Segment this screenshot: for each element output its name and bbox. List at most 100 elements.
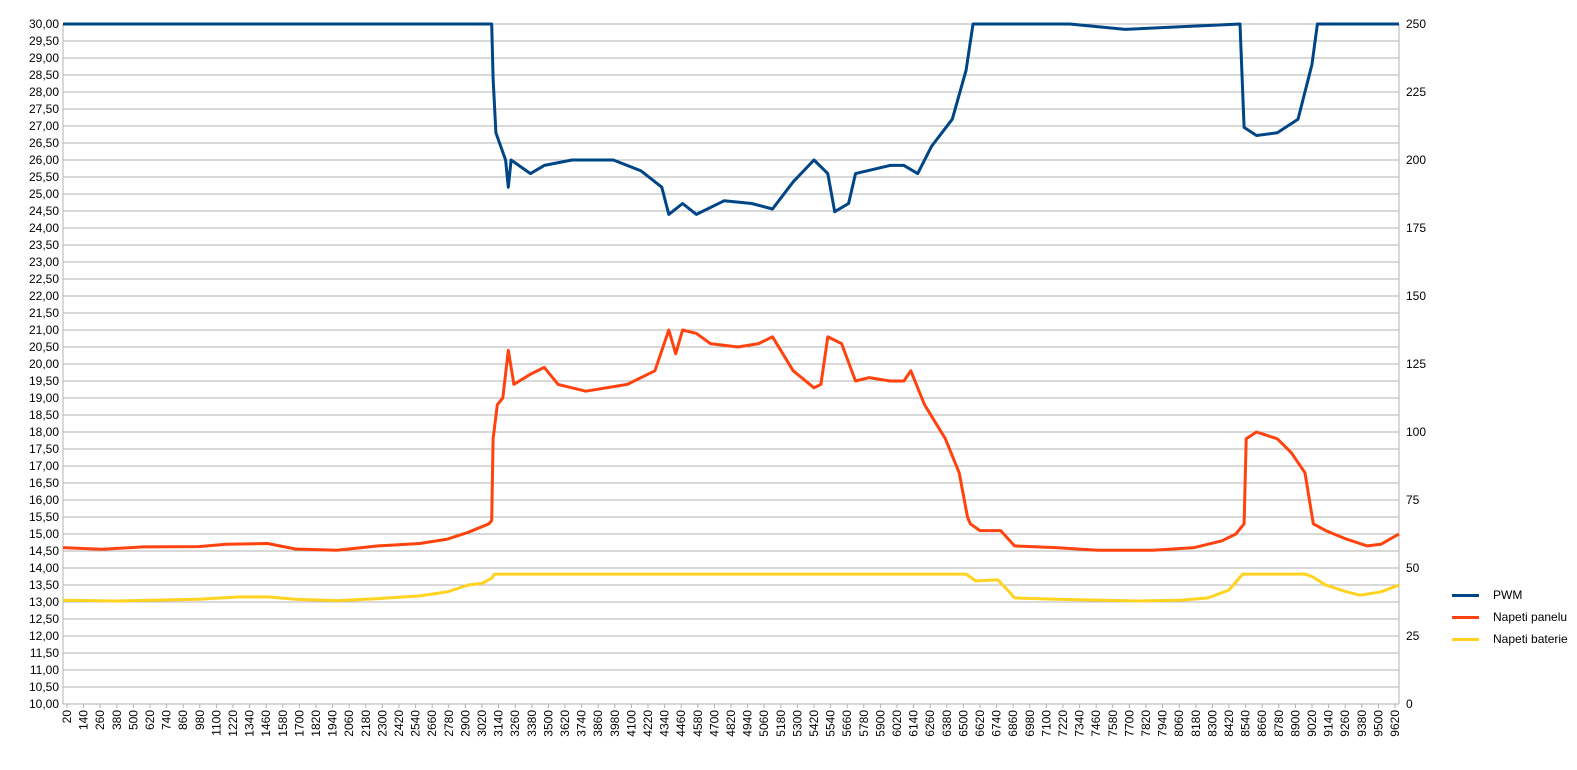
- y-left-tick-label: 21,50: [29, 306, 59, 320]
- x-tick-label: 4700: [707, 710, 721, 737]
- y-right-tick-label: 125: [1406, 357, 1426, 371]
- x-tick-label: 5060: [757, 710, 771, 737]
- y-left-tick-label: 13,50: [29, 578, 59, 592]
- y-left-tick-label: 22,50: [29, 272, 59, 286]
- y-left-tick-label: 28,50: [29, 68, 59, 82]
- x-tick-label: 6020: [890, 710, 904, 737]
- series-line-napeti-baterie: [62, 572, 1400, 603]
- x-tick-label: 4340: [658, 710, 672, 737]
- x-tick-label: 260: [93, 710, 107, 730]
- x-tick-label: 1220: [226, 710, 240, 737]
- y-right-tick-label: 175: [1406, 221, 1426, 235]
- y-left-tick-label: 12,50: [29, 612, 59, 626]
- x-tick-label: 1340: [243, 710, 257, 737]
- y-left-tick-label: 17,00: [29, 459, 59, 473]
- y-right-tick-label: 75: [1406, 493, 1420, 507]
- x-tick-label: 2420: [392, 710, 406, 737]
- y-right-tick-label: 200: [1406, 153, 1426, 167]
- y-right-tick-label: 225: [1406, 85, 1426, 99]
- y-left-tick-label: 30,00: [29, 17, 59, 31]
- x-tick-label: 140: [77, 710, 91, 730]
- y-left-tick-label: 20,50: [29, 340, 59, 354]
- y-left-tick-label: 24,00: [29, 221, 59, 235]
- y-right-tick-label: 250: [1406, 17, 1426, 31]
- y-left-tick-label: 27,00: [29, 119, 59, 133]
- x-tick-label: 7580: [1106, 710, 1120, 737]
- y-left-tick-label: 23,00: [29, 255, 59, 269]
- x-tick-label: 8300: [1205, 710, 1219, 737]
- y-left-tick-label: 27,50: [29, 102, 59, 116]
- x-tick-label: 2540: [409, 710, 423, 737]
- y-left-tick-label: 15,00: [29, 527, 59, 541]
- x-tick-label: 380: [110, 710, 124, 730]
- x-tick-label: 7100: [1039, 710, 1053, 737]
- y-left-tick-label: 10,50: [29, 680, 59, 694]
- x-tick-label: 4820: [724, 710, 738, 737]
- y-left-tick-label: 25,00: [29, 187, 59, 201]
- y-left-tick-label: 14,00: [29, 561, 59, 575]
- x-tick-label: 9500: [1371, 710, 1385, 737]
- y-left-tick-label: 18,00: [29, 425, 59, 439]
- legend-label: PWM: [1493, 588, 1523, 602]
- x-tick-label: 3500: [541, 710, 555, 737]
- x-tick-label: 2180: [359, 710, 373, 737]
- x-tick-label: 3260: [508, 710, 522, 737]
- x-tick-label: 8540: [1239, 710, 1253, 737]
- x-tick-label: 2060: [342, 710, 356, 737]
- y-left-tick-label: 20,00: [29, 357, 59, 371]
- x-tick-label: 7460: [1089, 710, 1103, 737]
- y-left-tick-label: 11,50: [30, 646, 59, 660]
- legend-label: Napeti panelu: [1493, 610, 1568, 624]
- y-left-tick-label: 21,00: [29, 323, 59, 337]
- y-left-tick-label: 17,50: [29, 442, 59, 456]
- x-tick-label: 9380: [1355, 710, 1369, 737]
- x-tick-label: 1460: [259, 710, 273, 737]
- x-tick-label: 6740: [990, 710, 1004, 737]
- legend-swatch-napeti-panelu: [1452, 616, 1479, 619]
- x-tick-label: 2900: [458, 710, 472, 737]
- y-left-tick-label: 14,50: [29, 544, 59, 558]
- y-left-tick-label: 11,00: [30, 663, 59, 677]
- x-tick-label: 1820: [309, 710, 323, 737]
- legend-item-pwm: PWM: [1452, 588, 1573, 603]
- x-tick-label: 4940: [741, 710, 755, 737]
- legend-label: Napeti baterie: [1493, 632, 1568, 646]
- x-tick-label: 5900: [873, 710, 887, 737]
- y-right-tick-label: 25: [1406, 629, 1420, 643]
- y-left-tick-label: 19,50: [29, 374, 59, 388]
- y-left-tick-label: 29,00: [29, 51, 59, 65]
- series-line-pwm: [63, 22, 1399, 216]
- x-tick-label: 4580: [691, 710, 705, 737]
- x-tick-label: 9260: [1338, 710, 1352, 737]
- x-tick-label: 8420: [1222, 710, 1236, 737]
- x-tick-label: 6260: [923, 710, 937, 737]
- y-right-tick-label: 50: [1406, 561, 1420, 575]
- y-left-tick-label: 25,50: [29, 170, 59, 184]
- y-left-tick-label: 23,50: [29, 238, 59, 252]
- x-tick-label: 1940: [326, 710, 340, 737]
- y-right-tick-label: 0: [1406, 697, 1413, 711]
- y-left-tick-label: 12,00: [29, 629, 59, 643]
- x-tick-label: 6980: [1023, 710, 1037, 737]
- y-left-tick-label: 16,50: [29, 476, 59, 490]
- y-left-tick-label: 22,00: [29, 289, 59, 303]
- y-left-tick-label: 16,00: [29, 493, 59, 507]
- x-tick-label: 3980: [608, 710, 622, 737]
- x-tick-label: 8180: [1189, 710, 1203, 737]
- x-tick-label: 3740: [575, 710, 589, 737]
- y-left-tick-label: 29,50: [29, 34, 59, 48]
- legend-item-napeti-baterie: Napeti baterie: [1452, 632, 1573, 647]
- x-tick-label: 860: [176, 710, 190, 730]
- x-tick-label: 8780: [1272, 710, 1286, 737]
- legend-item-napeti-panelu: Napeti panelu: [1452, 610, 1573, 625]
- y-left-tick-label: 15,50: [29, 510, 59, 524]
- x-tick-label: 6140: [907, 710, 921, 737]
- series-line-napeti-panelu: [62, 328, 1400, 552]
- x-tick-label: 3140: [492, 710, 506, 737]
- x-tick-label: 2300: [375, 710, 389, 737]
- y-left-tick-label: 24,50: [29, 204, 59, 218]
- x-tick-label: 5540: [824, 710, 838, 737]
- x-tick-label: 740: [160, 710, 174, 730]
